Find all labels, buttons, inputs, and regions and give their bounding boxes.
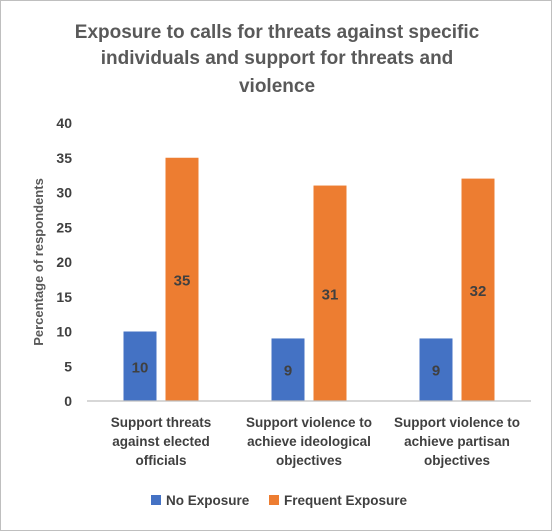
data-label: 31 xyxy=(322,286,339,303)
y-tick-label: 0 xyxy=(64,393,72,409)
chart-title-line: Exposure to calls for threats against sp… xyxy=(75,22,480,43)
y-tick-label: 30 xyxy=(56,185,72,201)
data-label: 10 xyxy=(132,359,149,376)
legend: No Exposure Frequent Exposure xyxy=(151,493,408,508)
y-tick-label: 5 xyxy=(64,358,72,374)
bar-no-exposure xyxy=(419,338,453,401)
x-category-label: against elected xyxy=(112,434,210,449)
bar-frequent-exposure xyxy=(313,185,347,401)
y-axis-title: Percentage of respondents xyxy=(31,178,46,346)
x-axis: Support threats against elected officials S… xyxy=(87,400,531,468)
y-tick-label: 15 xyxy=(56,289,72,305)
legend-swatch-frequent-exposure xyxy=(269,495,279,505)
x-category-label: achieve ideological xyxy=(247,434,371,449)
y-tick-label: 25 xyxy=(56,219,72,235)
bar-no-exposure xyxy=(271,338,305,401)
y-axis-title-text: Percentage of respondents xyxy=(31,178,46,346)
bar-no-exposure xyxy=(123,331,157,401)
data-label: 9 xyxy=(432,363,440,380)
chart-title: Exposure to calls for threats against sp… xyxy=(75,22,480,97)
data-label: 9 xyxy=(284,363,292,380)
bar-frequent-exposure xyxy=(165,157,199,401)
y-tick-label: 20 xyxy=(56,254,72,270)
data-label: 32 xyxy=(470,283,487,300)
legend-swatch-no-exposure xyxy=(151,495,161,505)
x-category-label: Support threats xyxy=(111,415,212,430)
x-category-label: objectives xyxy=(276,453,342,468)
y-axis: 0 5 10 15 20 25 30 35 40 xyxy=(56,115,72,409)
y-tick-label: 35 xyxy=(56,150,72,166)
x-category-label: achieve partisan xyxy=(404,434,510,449)
y-tick-label: 40 xyxy=(56,115,72,131)
data-label: 35 xyxy=(174,272,191,289)
legend-label: No Exposure xyxy=(166,493,250,508)
chart-title-line: individuals and support for threats and xyxy=(101,48,454,69)
legend-label: Frequent Exposure xyxy=(284,493,408,508)
x-category-label: officials xyxy=(135,453,186,468)
x-category-label: Support violence to xyxy=(394,415,520,430)
bars: 10 35 9 31 9 32 xyxy=(123,157,495,401)
bar-frequent-exposure xyxy=(461,178,495,401)
x-category-label: Support violence to xyxy=(246,415,372,430)
x-category-label: objectives xyxy=(424,453,490,468)
y-tick-label: 10 xyxy=(56,324,72,340)
chart-title-line: violence xyxy=(239,76,315,97)
